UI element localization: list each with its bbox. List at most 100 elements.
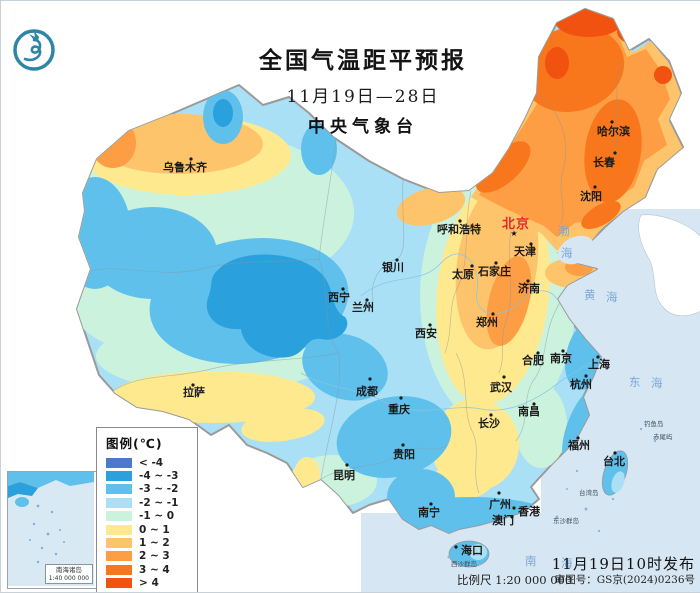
legend-row: 0 ~ 1 bbox=[106, 523, 197, 536]
city-marker bbox=[536, 351, 540, 355]
city-label: 郑州 bbox=[476, 315, 498, 329]
sea-label: 海 bbox=[561, 556, 573, 570]
city-marker bbox=[458, 219, 462, 223]
legend-label: -1 ~ 0 bbox=[139, 510, 175, 523]
city-marker bbox=[497, 491, 501, 495]
cma-logo bbox=[13, 29, 55, 71]
legend-row: > 4 bbox=[106, 577, 197, 590]
island-label: 钓鱼岛 bbox=[644, 419, 664, 428]
city-label: 贵阳 bbox=[393, 447, 415, 461]
sea-label: 海 bbox=[561, 246, 573, 260]
sea-label: 海 bbox=[651, 376, 663, 390]
city-label: 济南 bbox=[518, 281, 540, 295]
city-label: 香港 bbox=[517, 504, 541, 518]
island-label: 西沙群岛 bbox=[451, 559, 477, 568]
sea-label: 海 bbox=[606, 290, 618, 304]
legend-label: 1 ~ 2 bbox=[139, 537, 170, 550]
city-label: 海口 bbox=[461, 543, 483, 557]
inset-title: 南海诸岛 bbox=[55, 566, 82, 575]
city-marker bbox=[576, 436, 580, 440]
city-label-capital: 北京 bbox=[502, 216, 530, 232]
city-marker bbox=[613, 151, 617, 155]
city-marker bbox=[395, 258, 399, 262]
city-marker bbox=[502, 375, 506, 379]
legend-swatch bbox=[106, 511, 132, 522]
city-label: 西安 bbox=[415, 326, 437, 340]
city-label: 上海 bbox=[588, 357, 610, 371]
legend-row: 1 ~ 2 bbox=[106, 536, 197, 549]
city-marker bbox=[399, 396, 403, 400]
city-marker bbox=[428, 323, 432, 327]
city-label: 台北 bbox=[603, 454, 625, 468]
city-label: 西宁 bbox=[328, 290, 350, 304]
legend-swatch bbox=[106, 457, 132, 468]
legend-swatch bbox=[106, 497, 132, 508]
sea-label: 渤 bbox=[558, 224, 570, 238]
city-label: 广州 bbox=[489, 497, 511, 511]
legend-swatch bbox=[106, 551, 132, 562]
city-marker bbox=[345, 463, 349, 467]
city-label: 南京 bbox=[550, 351, 572, 365]
legend-label: 0 ~ 1 bbox=[139, 523, 170, 536]
city-marker bbox=[596, 355, 600, 359]
city-label: 太原 bbox=[451, 267, 474, 281]
city-label: 兰州 bbox=[352, 300, 374, 314]
city-label: 武汉 bbox=[490, 380, 513, 394]
legend-swatch bbox=[106, 538, 132, 549]
sea-label: 东 bbox=[629, 375, 641, 389]
sea-label: 南 bbox=[525, 554, 537, 568]
city-marker bbox=[512, 506, 516, 510]
legend-row: -1 ~ 0 bbox=[106, 510, 197, 523]
city-marker bbox=[454, 545, 458, 549]
city-marker bbox=[584, 374, 588, 378]
city-marker bbox=[401, 443, 405, 447]
legend-label: -2 ~ -1 bbox=[139, 496, 179, 509]
city-label: 沈阳 bbox=[580, 189, 602, 203]
taiwan-island bbox=[601, 450, 629, 496]
legend-row: < -4 bbox=[106, 456, 197, 469]
city-marker bbox=[489, 413, 493, 417]
city-marker bbox=[526, 279, 530, 283]
city-marker bbox=[593, 185, 597, 189]
city-marker bbox=[613, 451, 617, 455]
island-label: 台湾岛 bbox=[579, 488, 599, 497]
city-label: 杭州 bbox=[570, 377, 592, 391]
legend-swatch bbox=[106, 578, 132, 589]
sea-labels-layer: 渤海黄 海东 海南海 bbox=[525, 224, 663, 570]
city-label: 重庆 bbox=[388, 402, 410, 416]
city-marker bbox=[529, 242, 533, 246]
city-marker bbox=[491, 312, 495, 316]
sea-label: 黄 bbox=[584, 288, 596, 302]
city-label: 哈尔滨 bbox=[597, 124, 630, 138]
city-marker bbox=[510, 515, 514, 519]
legend-label: < -4 bbox=[139, 456, 164, 469]
city-label: 昆明 bbox=[333, 469, 355, 482]
city-label: 拉萨 bbox=[183, 385, 205, 399]
city-label: 银川 bbox=[382, 260, 404, 274]
city-label: 呼和浩特 bbox=[437, 222, 481, 236]
city-marker bbox=[341, 287, 345, 291]
city-marker bbox=[365, 298, 369, 302]
map-scale: 比例尺 1:20 000 000 bbox=[457, 573, 573, 587]
capital-star-marker: ★ bbox=[510, 229, 517, 238]
south-china-sea-inset: 南海诸岛 1:40 000 000 bbox=[7, 471, 97, 589]
city-marker bbox=[494, 261, 498, 265]
city-marker bbox=[189, 157, 193, 161]
city-marker bbox=[191, 383, 195, 387]
legend-label: 3 ~ 4 bbox=[139, 563, 170, 576]
legend-row: 2 ~ 3 bbox=[106, 550, 197, 563]
legend-label: 2 ~ 3 bbox=[139, 550, 170, 563]
bohai-gulf bbox=[557, 235, 595, 265]
legend-swatch bbox=[106, 524, 132, 535]
legend-title: 图例(℃) bbox=[106, 436, 163, 451]
city-label: 南宁 bbox=[418, 505, 440, 519]
city-label: 天津 bbox=[514, 244, 536, 258]
legend-swatch bbox=[106, 484, 132, 495]
city-label: 石家庄 bbox=[477, 264, 511, 278]
legend-label: -3 ~ -2 bbox=[139, 483, 179, 496]
legend-row: 3 ~ 4 bbox=[106, 563, 197, 576]
island-label: 东沙群岛 bbox=[553, 516, 579, 525]
